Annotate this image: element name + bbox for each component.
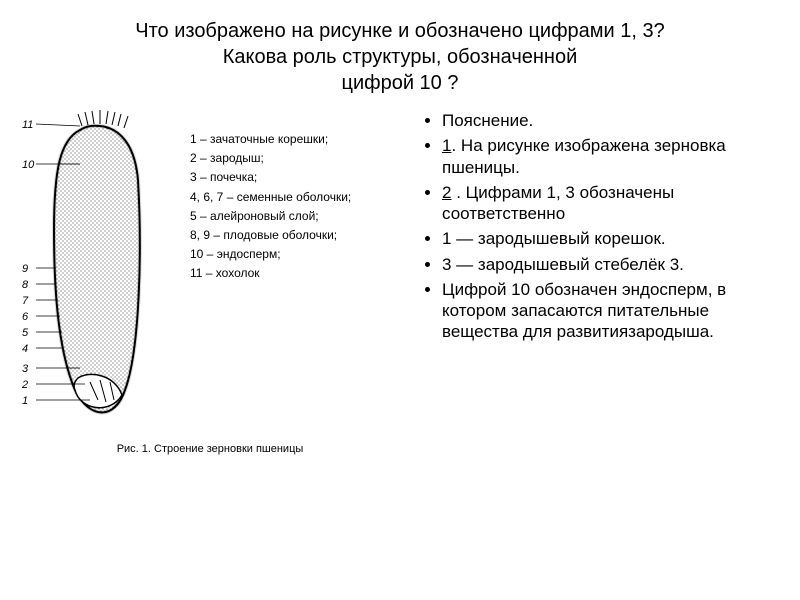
title-line-2: Какова роль структуры, обозначенной — [40, 44, 760, 70]
svg-text:10: 10 — [22, 159, 35, 171]
answer-list: Пояснение. 1. На рисунке изображена зерно… — [420, 110, 770, 343]
svg-text:7: 7 — [22, 295, 29, 307]
legend-row: 2 – зародыш; — [190, 149, 351, 168]
main-content: 11 10 9 8 7 6 5 4 3 2 1 1 – зачаточные корешки;2 –… — [0, 110, 800, 455]
title: Что изображено на рисунке и обозначено ц… — [0, 0, 800, 110]
answer-item: 1 — зародышевый корешок. — [442, 228, 770, 249]
legend-row: 1 – зачаточные корешки; — [190, 130, 351, 149]
svg-text:11: 11 — [22, 119, 33, 131]
title-line-3: цифрой 10 ? — [40, 70, 760, 96]
answer-item: 2 . Цифрами 1, 3 обозначены соответствен… — [442, 182, 770, 225]
svg-text:8: 8 — [22, 279, 29, 291]
legend-row: 11 – хохолок — [190, 264, 351, 283]
legend-row: 8, 9 – плодовые оболочки; — [190, 226, 351, 245]
answer-item: Цифрой 10 обозначен эндосперм, в котором… — [442, 279, 770, 343]
svg-text:3: 3 — [22, 363, 29, 375]
svg-text:6: 6 — [22, 311, 29, 323]
svg-text:4: 4 — [22, 343, 28, 355]
legend-row: 4, 6, 7 – семенные оболочки; — [190, 188, 351, 207]
legend-row: 10 – эндосперм; — [190, 245, 351, 264]
answer-column: Пояснение. 1. На рисунке изображена зерно… — [400, 110, 780, 455]
answer-item: 3 — зародышевый стебелёк 3. — [442, 254, 770, 275]
legend-row: 3 – почечка; — [190, 168, 351, 187]
svg-text:5: 5 — [22, 327, 29, 339]
title-line-1: Что изображено на рисунке и обозначено ц… — [40, 18, 760, 44]
answer-item: 1. На рисунке изображена зерновка пшениц… — [442, 135, 770, 178]
answer-item: Пояснение. — [442, 110, 770, 131]
left-column: 11 10 9 8 7 6 5 4 3 2 1 1 – зачаточные корешки;2 –… — [20, 110, 400, 455]
svg-text:2: 2 — [21, 379, 28, 391]
diagram-caption: Рис. 1. Строение зерновки пшеницы — [20, 443, 400, 455]
svg-text:1: 1 — [22, 395, 28, 407]
grain-diagram: 11 10 9 8 7 6 5 4 3 2 1 — [20, 110, 180, 435]
legend: 1 – зачаточные корешки;2 – зародыш;3 – п… — [190, 110, 351, 435]
svg-text:9: 9 — [22, 263, 28, 275]
legend-row: 5 – алейроновый слой; — [190, 207, 351, 226]
